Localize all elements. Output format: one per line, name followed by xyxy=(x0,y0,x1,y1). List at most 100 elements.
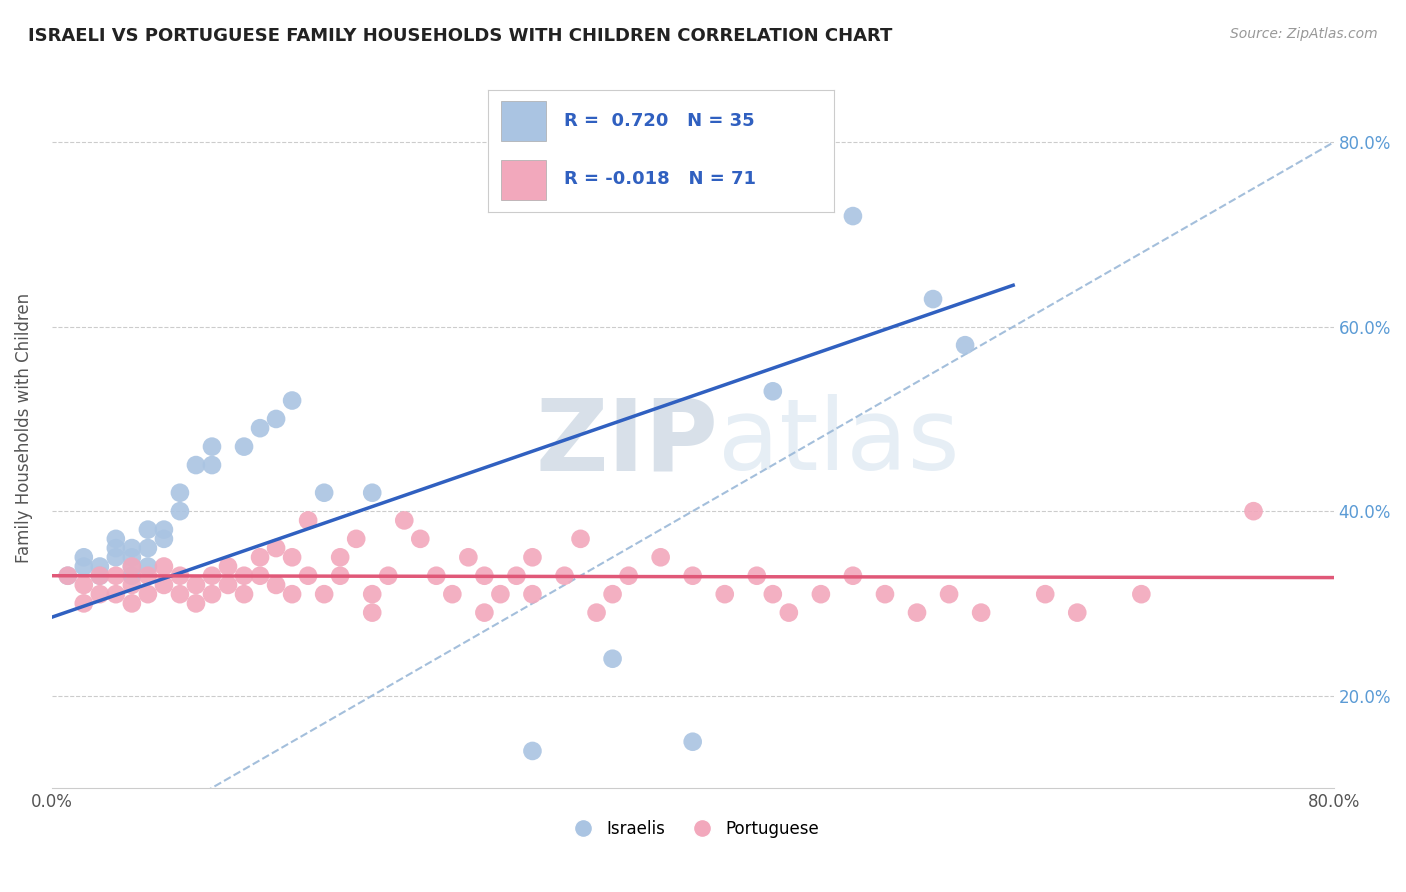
Point xyxy=(217,559,239,574)
Y-axis label: Family Households with Children: Family Households with Children xyxy=(15,293,32,563)
Point xyxy=(73,559,96,574)
Point xyxy=(233,587,256,601)
Point xyxy=(104,541,127,555)
Point xyxy=(136,541,159,555)
Point xyxy=(201,568,224,582)
Point xyxy=(153,578,176,592)
Point xyxy=(522,587,544,601)
Point xyxy=(1243,504,1265,518)
Point xyxy=(121,578,143,592)
Point xyxy=(249,568,271,582)
Point xyxy=(136,523,159,537)
Point xyxy=(281,550,304,565)
Text: ZIP: ZIP xyxy=(536,394,718,491)
Point xyxy=(104,568,127,582)
Point xyxy=(361,606,384,620)
Point xyxy=(136,559,159,574)
Point xyxy=(1130,587,1153,601)
Point xyxy=(136,587,159,601)
Point xyxy=(201,587,224,601)
Point xyxy=(377,568,399,582)
Text: ISRAELI VS PORTUGUESE FAMILY HOUSEHOLDS WITH CHILDREN CORRELATION CHART: ISRAELI VS PORTUGUESE FAMILY HOUSEHOLDS … xyxy=(28,27,893,45)
Point xyxy=(682,735,704,749)
Text: Source: ZipAtlas.com: Source: ZipAtlas.com xyxy=(1230,27,1378,41)
Point xyxy=(1066,606,1088,620)
Point xyxy=(810,587,832,601)
Point xyxy=(169,568,191,582)
Point xyxy=(873,587,896,601)
Point xyxy=(314,587,336,601)
Point xyxy=(905,606,928,620)
Point xyxy=(104,532,127,546)
Point xyxy=(314,485,336,500)
Point xyxy=(762,587,785,601)
Point xyxy=(121,559,143,574)
Point xyxy=(169,485,191,500)
Point xyxy=(425,568,447,582)
Point xyxy=(56,568,79,582)
Point xyxy=(73,578,96,592)
Point xyxy=(489,587,512,601)
Point xyxy=(970,606,993,620)
Point xyxy=(762,384,785,399)
Point xyxy=(121,559,143,574)
Point xyxy=(553,568,575,582)
Point xyxy=(281,587,304,601)
Point xyxy=(169,504,191,518)
Point xyxy=(153,559,176,574)
Text: atlas: atlas xyxy=(718,394,960,491)
Point xyxy=(522,744,544,758)
Point xyxy=(184,458,207,472)
Point xyxy=(938,587,960,601)
Point xyxy=(264,412,287,426)
Point xyxy=(104,550,127,565)
Point xyxy=(617,568,640,582)
Point xyxy=(89,568,111,582)
Point xyxy=(136,568,159,582)
Point xyxy=(585,606,607,620)
Point xyxy=(361,587,384,601)
Point xyxy=(842,209,865,223)
Point xyxy=(329,550,352,565)
Point xyxy=(522,550,544,565)
Point xyxy=(121,541,143,555)
Point xyxy=(394,513,416,527)
Point xyxy=(153,523,176,537)
Point xyxy=(922,292,945,306)
Legend: Israelis, Portuguese: Israelis, Portuguese xyxy=(560,813,825,844)
Point xyxy=(169,587,191,601)
Point xyxy=(569,532,592,546)
Point xyxy=(602,651,624,665)
Point xyxy=(249,421,271,435)
Point xyxy=(297,513,319,527)
Point xyxy=(233,568,256,582)
Point xyxy=(505,568,527,582)
Point xyxy=(89,568,111,582)
Point xyxy=(184,578,207,592)
Point xyxy=(682,568,704,582)
Point xyxy=(953,338,976,352)
Point xyxy=(361,485,384,500)
Point xyxy=(745,568,768,582)
Point xyxy=(457,550,479,565)
Point xyxy=(201,458,224,472)
Point xyxy=(842,568,865,582)
Point xyxy=(217,578,239,592)
Point xyxy=(281,393,304,408)
Point xyxy=(73,550,96,565)
Point xyxy=(121,550,143,565)
Point xyxy=(201,440,224,454)
Point xyxy=(233,440,256,454)
Point xyxy=(441,587,464,601)
Point xyxy=(1033,587,1056,601)
Point xyxy=(89,587,111,601)
Point xyxy=(89,559,111,574)
Point xyxy=(104,587,127,601)
Point xyxy=(344,532,367,546)
Point xyxy=(409,532,432,546)
Point xyxy=(329,568,352,582)
Point xyxy=(121,568,143,582)
Point xyxy=(713,587,735,601)
Point xyxy=(249,550,271,565)
Point xyxy=(474,606,496,620)
